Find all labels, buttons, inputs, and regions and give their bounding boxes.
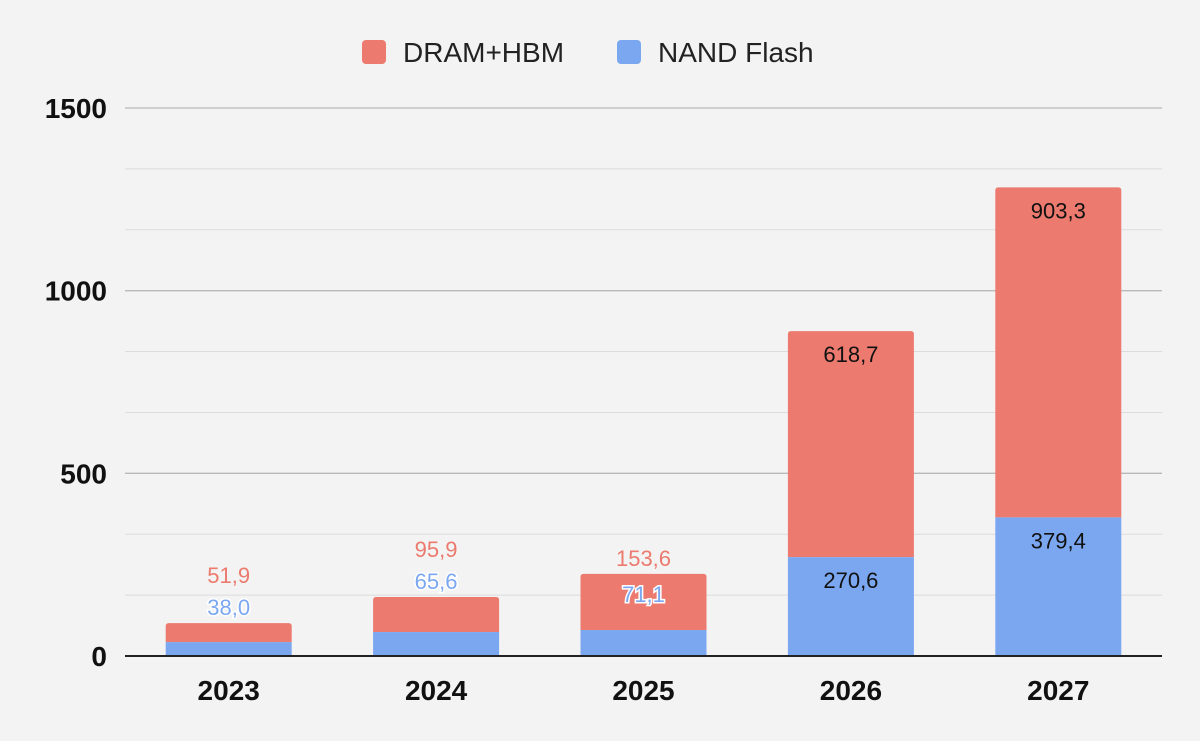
bar-dram-hbm (787, 331, 914, 558)
y-tick-label: 0 (91, 641, 107, 672)
data-label-dram-hbm: 153,6 (616, 546, 671, 571)
legend-label: NAND Flash (658, 37, 814, 68)
data-label-nand-flash: 38,0 (207, 595, 250, 620)
bar-dram-hbm (580, 573, 707, 631)
data-label-dram-hbm: 903,3 (1031, 198, 1086, 223)
data-label-dram-hbm: 618,7 (823, 342, 878, 367)
bar-nand-flash (373, 632, 500, 656)
x-tick-label: 2026 (820, 675, 882, 706)
legend-label: DRAM+HBM (403, 37, 564, 68)
data-label-nand-flash: 379,4 (1031, 528, 1086, 553)
bar-nand-flash (995, 517, 1122, 656)
bar-dram-hbm (373, 596, 500, 633)
bar-nand-flash (787, 557, 914, 656)
x-tick-label: 2027 (1027, 675, 1089, 706)
y-tick-label: 500 (60, 458, 107, 489)
data-label-dram-hbm: 51,9 (207, 563, 250, 588)
y-tick-label: 1000 (45, 276, 107, 307)
bar-nand-flash (165, 642, 292, 656)
legend-swatch (362, 40, 386, 64)
legend-swatch (617, 40, 641, 64)
data-label-nand-flash: 270,6 (823, 568, 878, 593)
y-tick-label: 1500 (45, 93, 107, 124)
data-label-nand-flash: 65,6 (415, 569, 458, 594)
bar-dram-hbm (165, 623, 292, 643)
data-label-nand-flash: 71,1 (622, 582, 665, 607)
data-label-dram-hbm: 95,9 (415, 537, 458, 562)
x-tick-label: 2023 (198, 675, 260, 706)
x-tick-label: 2024 (405, 675, 468, 706)
bar-dram-hbm (995, 187, 1122, 518)
bar-nand-flash (580, 630, 707, 656)
x-tick-label: 2025 (612, 675, 674, 706)
